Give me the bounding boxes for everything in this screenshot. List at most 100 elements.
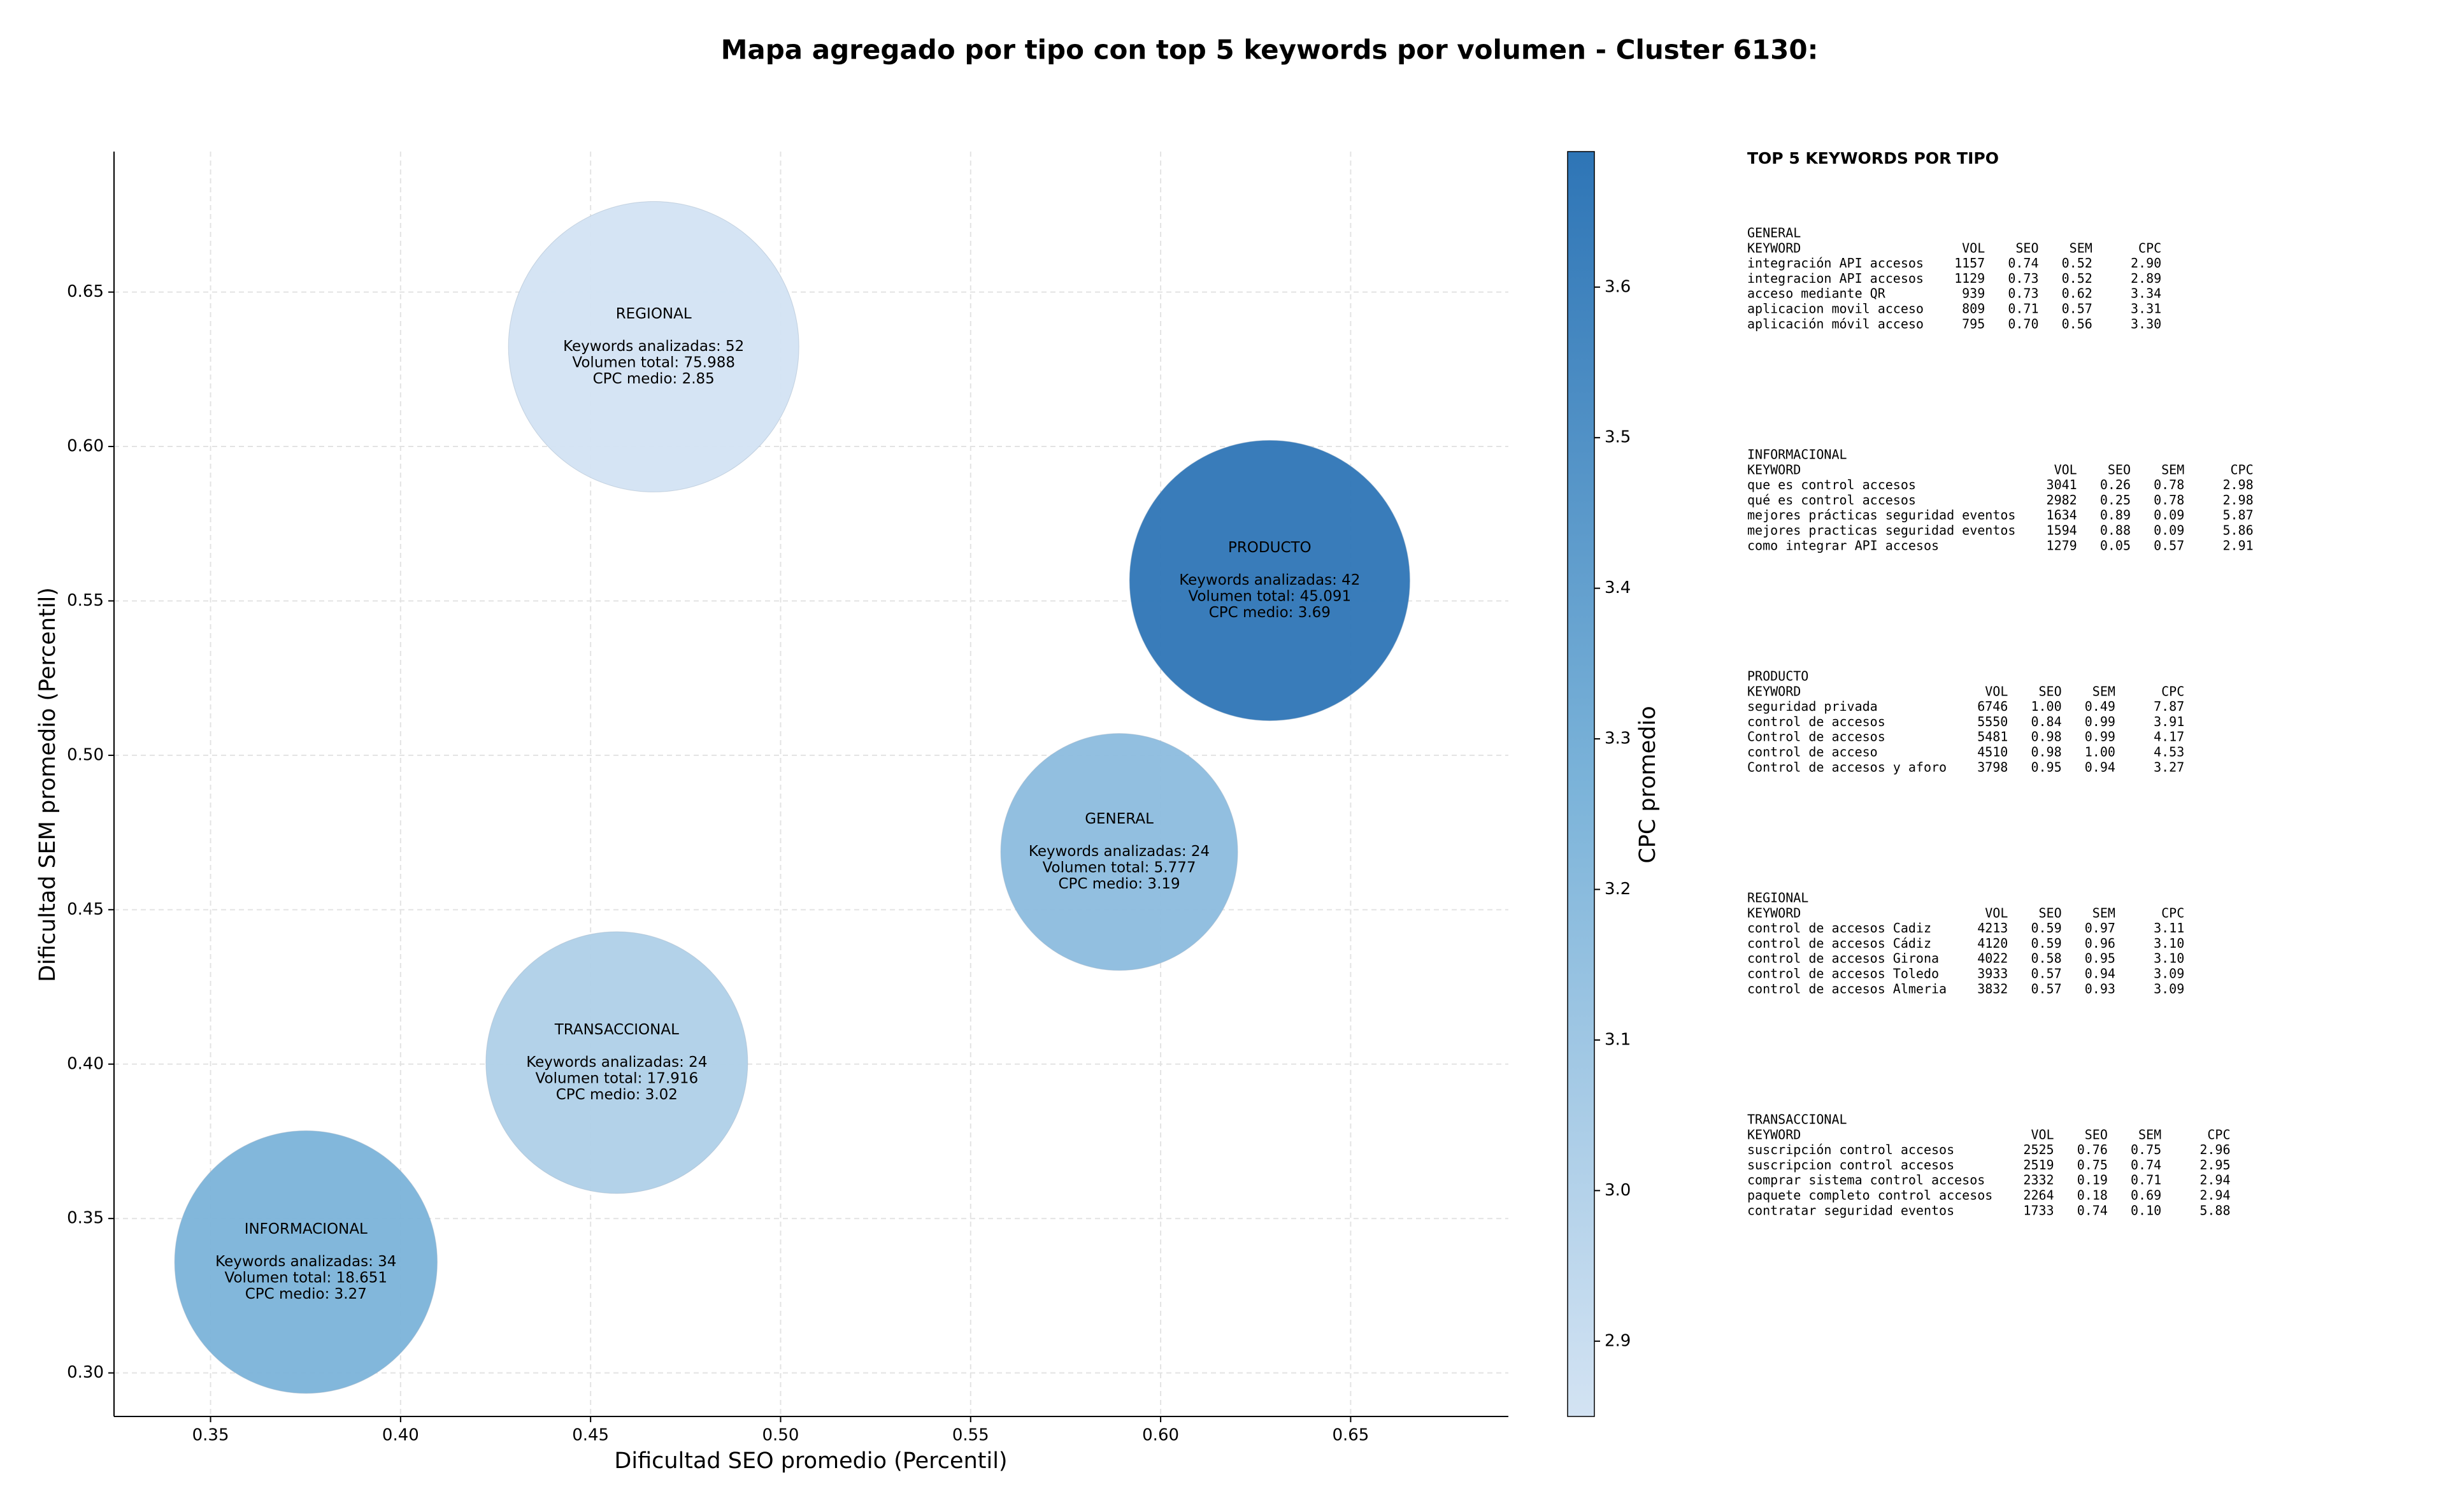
table-cell: 3.91 (2154, 714, 2184, 729)
table-cell: 0.52 (2062, 271, 2092, 286)
table-cell: 6746 (1977, 699, 2008, 714)
table-header: VOL (2031, 1127, 2054, 1142)
bubble-name: PRODUCTO (1228, 539, 1312, 556)
table-cell: 0.19 (2077, 1173, 2108, 1188)
colorbar-tick-label: 2.9 (1605, 1331, 1631, 1350)
bubble-label: Volumen total: 75.988 (572, 354, 735, 371)
table-cell: 4510 (1977, 745, 2008, 760)
table-cell: qué es control accesos (1747, 492, 1916, 508)
table-cell: 0.75 (2077, 1157, 2108, 1173)
table-cell: 0.96 (2085, 936, 2115, 951)
table-cell: 3.30 (2131, 316, 2161, 331)
table-header: KEYWORD (1747, 462, 1801, 477)
bubble (508, 201, 799, 492)
table-cell: 0.78 (2154, 492, 2184, 508)
bubble-name: GENERAL (1085, 811, 1154, 827)
y-tick-label: 0.60 (67, 437, 104, 456)
table-cell: 0.89 (2100, 508, 2131, 523)
table-cell: 1.00 (2031, 699, 2061, 714)
table-header: CPC (2161, 905, 2184, 920)
colorbar-tick-label: 3.1 (1605, 1030, 1631, 1049)
table-cell: mejores practicas seguridad eventos (1747, 523, 2015, 538)
table-cell: como integrar API accesos (1747, 538, 1939, 553)
y-tick-label: 0.30 (67, 1363, 104, 1382)
table-cell: 809 (1962, 301, 1985, 317)
table-header: SEM (2138, 1127, 2161, 1142)
table-cell: suscripcion control accesos (1747, 1157, 1954, 1173)
table-cell: paquete completo control accesos (1747, 1188, 1992, 1203)
table-cell: 2.89 (2131, 271, 2161, 286)
table-cell: 0.84 (2031, 714, 2061, 729)
bubble-label: Volumen total: 45.091 (1189, 588, 1352, 604)
table-cell: 3041 (2047, 477, 2077, 492)
bubble-name: TRANSACCIONAL (554, 1022, 679, 1038)
table-cell: 2.94 (2199, 1188, 2230, 1203)
table-header: VOL (2054, 462, 2077, 477)
table-header: SEM (2092, 905, 2115, 920)
table-cell: control de accesos Cádiz (1747, 936, 1931, 951)
bubble-label: Keywords analizadas: 52 (563, 338, 744, 355)
table-cell: 0.59 (2031, 936, 2061, 951)
colorbar-tick-label: 3.5 (1605, 428, 1631, 447)
table-header: SEM (2070, 240, 2092, 255)
bubble-name: INFORMACIONAL (245, 1221, 368, 1237)
table-cell: control de accesos Cadiz (1747, 920, 1931, 936)
x-tick-label: 0.55 (952, 1426, 989, 1445)
table-cell: 5481 (1977, 729, 2008, 745)
table-cell: Control de accesos (1747, 729, 1885, 745)
table-cell: 4120 (1977, 936, 2008, 951)
table-cell: 0.57 (2062, 301, 2092, 317)
table-cell: 0.62 (2062, 286, 2092, 301)
table-cell: 0.58 (2031, 951, 2061, 966)
table-cell: 3.31 (2131, 301, 2161, 317)
table-cell: que es control accesos (1747, 477, 1916, 492)
table-cell: 0.73 (2008, 286, 2038, 301)
bubble-label: CPC medio: 3.69 (1209, 604, 1331, 621)
table-cell: 5.87 (2222, 508, 2253, 523)
table-cell: 2982 (2047, 492, 2077, 508)
x-tick-label: 0.60 (1142, 1426, 1179, 1445)
table-cell: 0.97 (2085, 920, 2115, 936)
table-header: SEM (2092, 683, 2115, 699)
y-tick-label: 0.45 (67, 900, 104, 919)
colorbar (1567, 151, 1595, 1417)
table-cell: 5550 (1977, 714, 2008, 729)
bubble-label: CPC medio: 3.19 (1058, 876, 1180, 892)
table-cell: 3.34 (2131, 286, 2161, 301)
table-cell: 0.10 (2131, 1202, 2161, 1218)
bubble-label: Volumen total: 17.916 (536, 1070, 699, 1087)
table-cell: 0.25 (2100, 492, 2131, 508)
table-cell: 2.96 (2199, 1142, 2230, 1157)
table-cell: 0.73 (2008, 271, 2038, 286)
table-cell: 0.69 (2131, 1188, 2161, 1203)
table-cell: 2.90 (2131, 255, 2161, 271)
bubble-label: CPC medio: 3.02 (556, 1087, 678, 1103)
table-cell: 0.71 (2131, 1173, 2161, 1188)
table-cell: contratar seguridad eventos (1747, 1202, 1954, 1218)
table-cell: 0.52 (2062, 255, 2092, 271)
table-cell: 0.99 (2085, 729, 2115, 745)
y-tick-label: 0.40 (67, 1054, 104, 1073)
table-cell: 1129 (1954, 271, 1985, 286)
bubble-name: REGIONAL (616, 306, 692, 322)
bubble (485, 931, 748, 1194)
table-cell: 0.99 (2085, 714, 2115, 729)
table-cell: 0.26 (2100, 477, 2131, 492)
table-cell: 0.98 (2031, 745, 2061, 760)
table-cell: 3832 (1977, 981, 2008, 996)
colorbar-tick-label: 3.3 (1605, 729, 1631, 748)
table-cell: 0.76 (2077, 1142, 2108, 1157)
table-cell: control de accesos Almeria (1747, 981, 1947, 996)
table-cell: 1733 (2023, 1202, 2054, 1218)
table-cell: 7.87 (2154, 699, 2184, 714)
table-cell: 0.70 (2008, 316, 2038, 331)
section-name: REGIONAL (1747, 890, 1808, 906)
chart-title: Mapa agregado por tipo con top 5 keyword… (721, 34, 1819, 66)
table-cell: 0.49 (2085, 699, 2115, 714)
bubble (1000, 733, 1238, 971)
table-cell: 3.09 (2154, 966, 2184, 981)
table-cell: mejores prácticas seguridad eventos (1747, 508, 2015, 523)
table-cell: 3.10 (2154, 951, 2184, 966)
